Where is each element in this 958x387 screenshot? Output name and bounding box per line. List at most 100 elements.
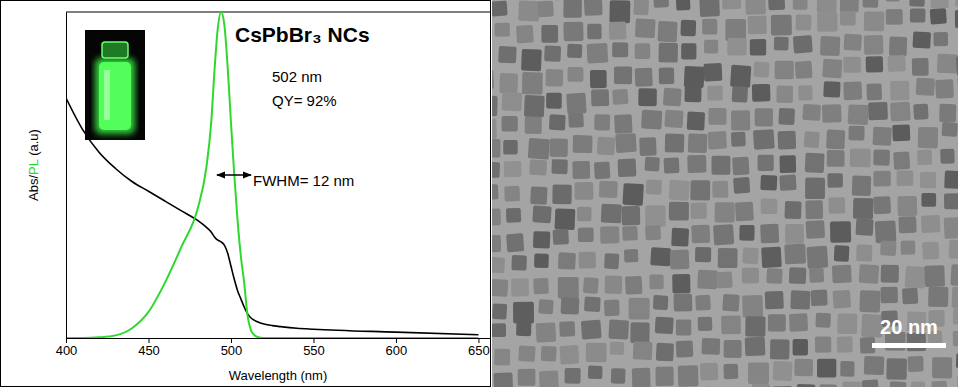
tem-particle: [893, 151, 910, 169]
tem-particle: [774, 37, 789, 51]
vial-highlight: [104, 70, 110, 120]
tem-particle: [752, 84, 771, 102]
tem-particle: [655, 317, 674, 335]
tem-particle: [533, 278, 549, 294]
panel-frame: [1, 1, 491, 387]
tem-particle: [944, 193, 958, 209]
tem-particle: [604, 299, 620, 316]
tem-particle: [658, 43, 678, 63]
tem-particle: [492, 28, 493, 49]
tem-particle: [880, 240, 896, 256]
tem-particle: [748, 363, 769, 384]
tem-particle: [881, 265, 899, 283]
tem-particle: [724, 340, 742, 358]
tem-particle: [844, 34, 862, 51]
tem-particle: [721, 315, 741, 334]
vial-background: [85, 30, 145, 140]
tem-particle: [577, 207, 592, 222]
tem-particle: [516, 25, 534, 43]
tem-particle: [541, 346, 557, 362]
tem-particle: [630, 322, 649, 343]
tem-particle: [635, 43, 651, 59]
tem-particle: [758, 155, 774, 171]
tem-particle: [890, 102, 911, 122]
tem-particle: [939, 104, 956, 123]
tem-particle: [649, 274, 663, 289]
tem-particle: [715, 202, 735, 222]
tem-particle: [506, 233, 524, 252]
tem-particle: [492, 139, 500, 158]
tem-particle: [933, 32, 948, 46]
tem-particle: [949, 240, 958, 259]
tem-particle: [622, 226, 638, 241]
tem-particle: [678, 365, 699, 387]
tem-particle: [541, 25, 558, 43]
tem-particle: [552, 185, 571, 205]
tem-particle: [859, 290, 880, 312]
y-axis-title-part: PL: [26, 159, 41, 175]
tem-particle: [779, 155, 796, 173]
tem-particle: [563, 0, 582, 18]
tem-particle: [653, 0, 669, 8]
tem-particle: [760, 224, 779, 244]
tem-particle: [494, 23, 510, 37]
x-tick: 500: [221, 338, 243, 358]
tem-particle: [751, 383, 770, 387]
tem-particle: [793, 35, 813, 53]
x-axis-title: Wavelength (nm): [229, 368, 328, 383]
tem-particle: [840, 0, 859, 12]
tem-particle: [880, 287, 898, 304]
tem-particle: [551, 159, 567, 174]
tem-particle: [567, 44, 582, 58]
tem-particle: [862, 379, 879, 387]
tem-particle: [639, 137, 656, 156]
tem-particle: [604, 253, 619, 269]
tem-particle: [494, 372, 514, 387]
x-tick: 450: [138, 338, 160, 358]
tem-particle: [768, 0, 785, 10]
tem-particle: [601, 204, 622, 224]
tem-particle: [789, 313, 808, 332]
tem-particle: [545, 69, 563, 87]
tem-particle: [912, 31, 931, 48]
tem-particle: [918, 127, 939, 149]
x-tick-label: 450: [138, 343, 160, 358]
tem-particle: [608, 320, 629, 340]
tem-particle: [492, 162, 500, 178]
tem-particle: [909, 0, 925, 7]
tem-particle: [957, 76, 958, 93]
tem-particle: [590, 70, 607, 88]
tem-particle: [890, 81, 910, 101]
tem-particle: [887, 55, 906, 72]
x-tick-label: 650: [468, 343, 490, 358]
tem-particle: [573, 135, 593, 153]
tem-particle: [532, 205, 551, 223]
tem-particle: [659, 67, 675, 84]
tem-particle: [902, 288, 918, 305]
tem-particle: [864, 356, 885, 375]
tem-particle: [669, 180, 690, 201]
tem-particle: [690, 203, 706, 219]
tem-particle: [684, 66, 705, 88]
tem-particle: [594, 162, 611, 180]
tem-particle: [944, 217, 958, 239]
tem-particle: [521, 49, 542, 71]
tem-particle: [528, 138, 550, 160]
tem-particle: [735, 202, 754, 222]
tem-particle: [549, 114, 566, 130]
tem-particle: [827, 150, 845, 167]
tem-particle: [646, 179, 662, 194]
tem-particle: [930, 8, 947, 24]
plot-area: [66, 12, 478, 338]
tem-particle: [913, 104, 928, 120]
tem-particle: [594, 114, 610, 130]
tem-particle: [826, 130, 845, 150]
tem-particle: [506, 208, 521, 223]
tem-particle: [638, 88, 657, 106]
tem-particle: [578, 228, 594, 243]
tem-particle: [727, 38, 746, 56]
tem-particle: [784, 201, 801, 219]
tem-particle: [820, 36, 840, 56]
tem-particle: [676, 341, 693, 358]
tem-particle: [856, 244, 872, 261]
